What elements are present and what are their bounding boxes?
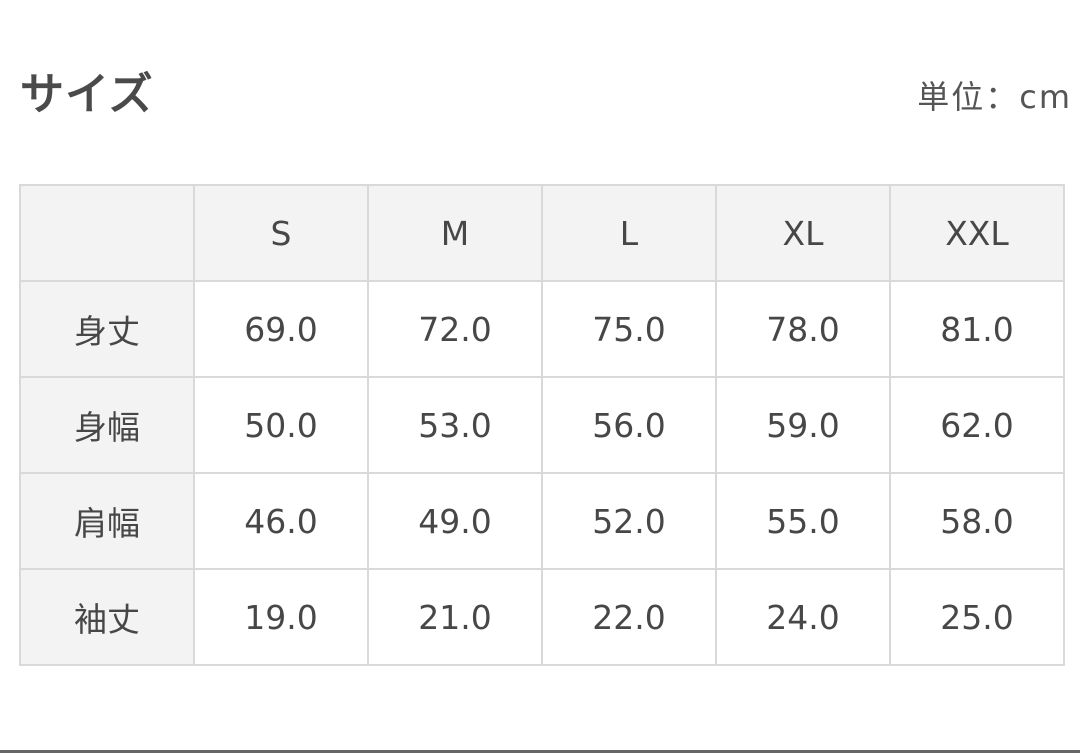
header-cell: XXL (889, 184, 1065, 282)
table-cell: 72.0 (367, 280, 543, 378)
bottom-divider (0, 750, 1080, 753)
header-cell: L (541, 184, 717, 282)
table-cell: 21.0 (367, 568, 543, 666)
table-cell: 55.0 (715, 472, 891, 570)
table-cell: 59.0 (715, 376, 891, 474)
table-cell: 81.0 (889, 280, 1065, 378)
row-label: 袖丈 (19, 568, 195, 666)
row-label: 肩幅 (19, 472, 195, 570)
header-cell (19, 184, 195, 282)
header-cell: XL (715, 184, 891, 282)
unit-label: 単位：cm (917, 78, 1072, 116)
table-row: 袖丈 19.0 21.0 22.0 24.0 25.0 (19, 568, 1065, 666)
table-cell: 25.0 (889, 568, 1065, 666)
table-cell: 22.0 (541, 568, 717, 666)
table-row: 身丈 69.0 72.0 75.0 78.0 81.0 (19, 280, 1065, 378)
row-label: 身幅 (19, 376, 195, 474)
table-cell: 62.0 (889, 376, 1065, 474)
table-cell: 78.0 (715, 280, 891, 378)
size-table: S M L XL XXL 身丈 69.0 72.0 75.0 78.0 81.0… (19, 184, 1065, 666)
table-row: 身幅 50.0 53.0 56.0 59.0 62.0 (19, 376, 1065, 474)
table-row: 肩幅 46.0 49.0 52.0 55.0 58.0 (19, 472, 1065, 570)
table-cell: 49.0 (367, 472, 543, 570)
table-cell: 56.0 (541, 376, 717, 474)
table-cell: 53.0 (367, 376, 543, 474)
table-cell: 24.0 (715, 568, 891, 666)
table-cell: 46.0 (193, 472, 369, 570)
header-cell: S (193, 184, 369, 282)
table-header-row: S M L XL XXL (19, 184, 1065, 282)
table-cell: 19.0 (193, 568, 369, 666)
table-cell: 75.0 (541, 280, 717, 378)
table-cell: 58.0 (889, 472, 1065, 570)
table-cell: 52.0 (541, 472, 717, 570)
page-title: サイズ (20, 69, 154, 120)
table-cell: 69.0 (193, 280, 369, 378)
table-cell: 50.0 (193, 376, 369, 474)
row-label: 身丈 (19, 280, 195, 378)
header-cell: M (367, 184, 543, 282)
